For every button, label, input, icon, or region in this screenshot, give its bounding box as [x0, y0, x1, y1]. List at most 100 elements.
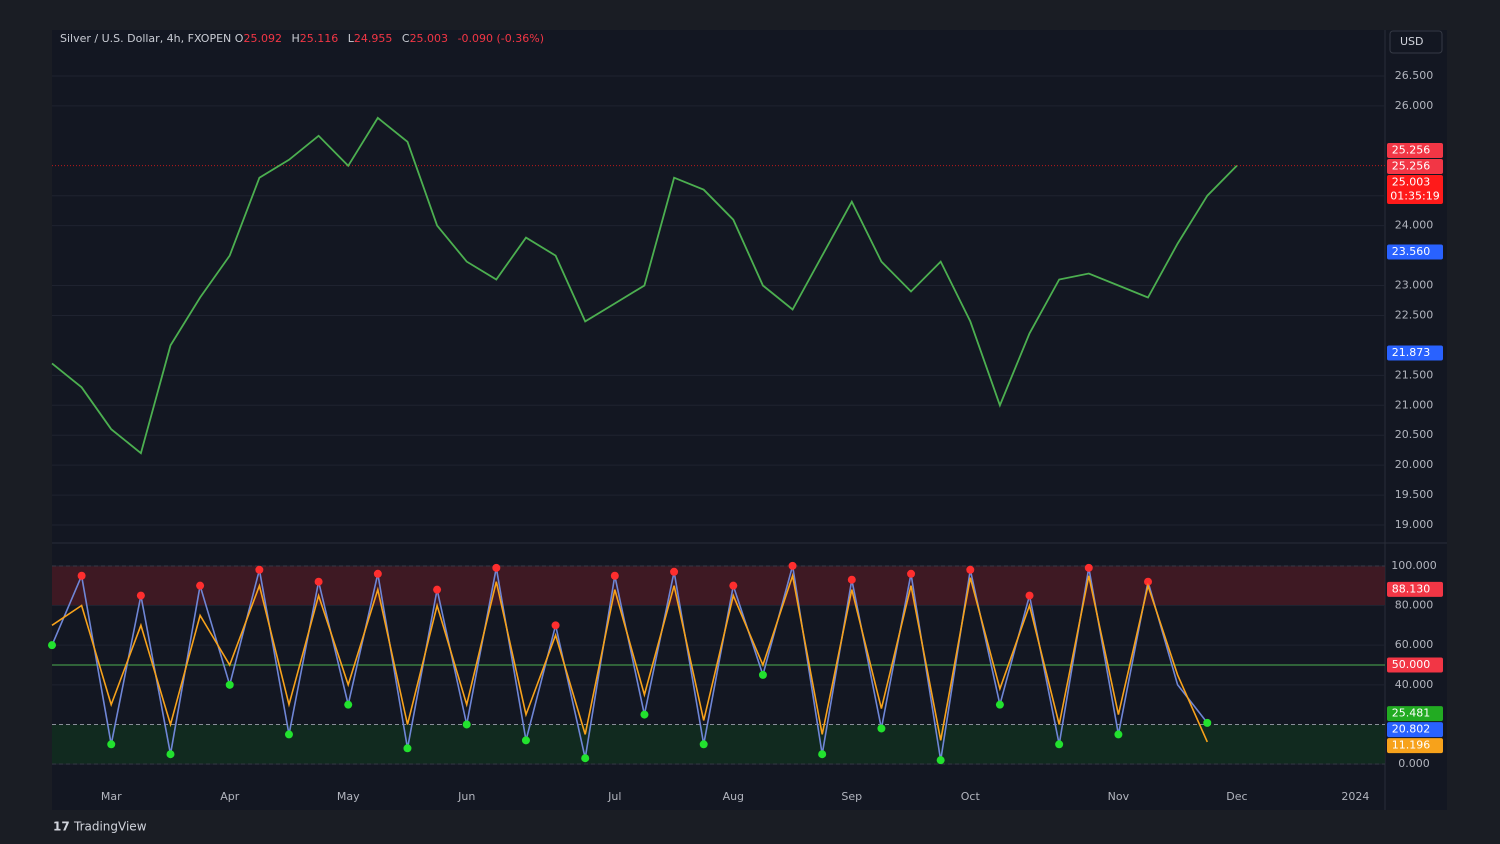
y-tick-label: 24.000 [1395, 219, 1434, 232]
plots: 19.000 19.500 20.000 20.500 21.000 21.500 22.5… [48, 69, 1443, 803]
signal-dot [314, 577, 323, 586]
zone [52, 724, 1385, 765]
signal-dot [610, 571, 619, 580]
signal-dot [1025, 591, 1034, 600]
signal-dot [907, 569, 916, 578]
signal-dot [551, 621, 560, 630]
signal-dot [1203, 718, 1212, 727]
signal-dot [758, 670, 767, 679]
price-label: 25.256 [1392, 159, 1431, 172]
price-label-bg [1387, 657, 1443, 673]
zone [52, 565, 1385, 606]
signal-dot [284, 730, 293, 739]
price-label: 50.000 [1392, 658, 1431, 671]
y-tick-label: 19.000 [1395, 518, 1434, 531]
oscillator-line [51, 572, 1209, 743]
y-tick-label: 20.500 [1395, 428, 1434, 441]
y-tick-label: 0.000 [1398, 757, 1430, 770]
chart-area [52, 30, 1447, 810]
signal-dot [48, 641, 56, 650]
signal-dot [433, 585, 442, 594]
currency: USD [1400, 35, 1424, 48]
price-line [51, 116, 1238, 455]
x-tick-label: Aug [723, 790, 744, 803]
signal-dot [847, 575, 856, 584]
ohlc-value: 25.116 [299, 32, 339, 45]
ohlc-label: H [291, 32, 300, 45]
price-label-bg [1387, 174, 1443, 204]
signal-dot [1055, 740, 1064, 749]
signal-dot [255, 565, 264, 574]
x-tick-label: Mar [101, 790, 122, 803]
price-label-bg [1387, 581, 1443, 597]
price-label: 20.802 [1392, 723, 1431, 736]
ohlc-label: C [401, 32, 410, 45]
price-label-bg [1387, 345, 1443, 361]
price-label: 25.256 [1392, 143, 1431, 156]
y-tick-label: 100.000 [1391, 559, 1437, 572]
ohlc-label: L [347, 32, 354, 45]
price-label-bg [1387, 722, 1443, 738]
y-tick-label: 20.000 [1395, 458, 1434, 471]
y-tick-label: 40.000 [1395, 678, 1434, 691]
signal-dot [699, 740, 708, 749]
x-tick-label: Oct [961, 790, 981, 803]
signal-dot [788, 561, 797, 570]
signal-dot [196, 581, 205, 590]
x-tick-label: 2024 [1341, 790, 1369, 803]
y-tick-label: 26.000 [1395, 99, 1434, 112]
y-tick-label: 26.500 [1395, 69, 1434, 82]
signal-dot [670, 567, 679, 576]
signal-dot [77, 571, 86, 580]
price-label: 88.130 [1392, 582, 1431, 595]
y-tick-label: 23.000 [1395, 279, 1434, 292]
signal-dot [462, 720, 471, 729]
x-tick-label: Apr [220, 790, 240, 803]
x-tick-label: Jul [607, 790, 621, 803]
ohlc-value: 25.092 [243, 32, 282, 45]
y-tick-label: 21.000 [1395, 398, 1434, 411]
signal-dot [373, 569, 382, 578]
price-label-bg [1387, 142, 1443, 158]
brand: TradingView [73, 820, 147, 834]
signal-dot [966, 565, 975, 574]
y-tick-label: 80.000 [1395, 599, 1434, 612]
signal-dot [403, 744, 412, 753]
signal-dot [166, 750, 175, 759]
signal-dot [877, 724, 886, 733]
signal-dot [995, 700, 1004, 709]
signal-dot [225, 680, 234, 689]
change: -0.090 (-0.36%) [457, 32, 545, 45]
x-tick-label: May [337, 790, 360, 803]
price-label-bg [1387, 158, 1443, 174]
signal-dot [344, 700, 353, 709]
signal-dot [1144, 577, 1153, 586]
currency-box[interactable] [1389, 30, 1443, 54]
signal-dot [107, 740, 116, 749]
symbol: Silver / U.S. Dollar, 4h, FXOPEN [60, 32, 232, 45]
signal-dot [1114, 730, 1123, 739]
legend-header: Silver / U.S. Dollar, 4h, FXOPEN O25.092… [60, 32, 550, 45]
y-tick-label: 22.500 [1395, 308, 1434, 321]
price-label-bg [1387, 244, 1443, 260]
signal-dot [581, 754, 590, 763]
y-tick-label: 60.000 [1395, 638, 1434, 651]
signal-dot [492, 563, 501, 572]
ohlc-label: O [234, 32, 244, 45]
y-tick-label: 21.500 [1395, 368, 1434, 381]
x-tick-label: Jun [457, 790, 475, 803]
price-label-bg [1387, 706, 1443, 722]
brand-logo: 17 [53, 820, 70, 834]
signal-dot [640, 710, 649, 719]
price-label-bg [1387, 738, 1443, 754]
signal-dot [936, 756, 945, 765]
signal-dot [729, 581, 738, 590]
price-label: 21.873 [1392, 346, 1431, 359]
x-tick-label: Sep [841, 790, 862, 803]
signal-dot [818, 750, 827, 759]
signal-dot [521, 736, 530, 745]
price-label: 25.003 [1392, 175, 1431, 188]
x-tick-label: Nov [1108, 790, 1130, 803]
